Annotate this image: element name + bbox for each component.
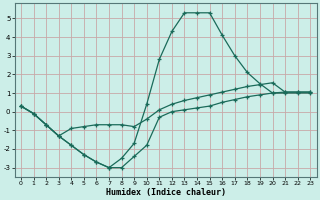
X-axis label: Humidex (Indice chaleur): Humidex (Indice chaleur): [106, 188, 226, 197]
